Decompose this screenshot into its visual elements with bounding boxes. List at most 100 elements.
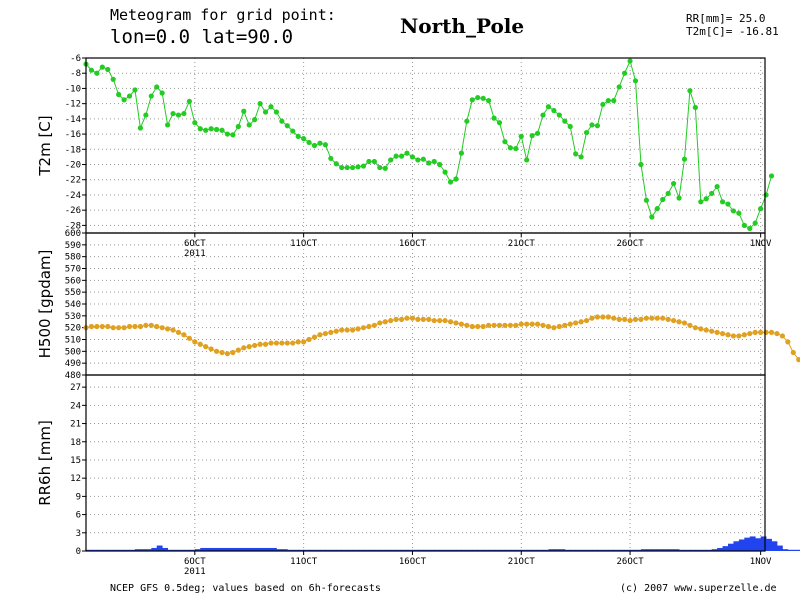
t2m-point [524, 157, 530, 163]
precip-bar [91, 549, 98, 551]
h500-point [747, 330, 753, 337]
h500-point [110, 325, 116, 331]
precip-bar [129, 549, 136, 551]
t2m-point [105, 66, 111, 73]
precip-bar [515, 549, 522, 551]
precip-bar [243, 547, 250, 551]
h500-point [366, 323, 372, 330]
precip-bar [668, 549, 674, 551]
t2m-point [736, 210, 742, 216]
precip-bar [189, 549, 196, 551]
t2m-point [349, 164, 356, 171]
h500-point [404, 315, 410, 321]
precip-bar [477, 549, 484, 551]
y-tick-label: -16 [65, 130, 81, 140]
h500-point [507, 322, 513, 328]
panel-frame [85, 374, 766, 552]
precip-bar [684, 549, 691, 551]
h500-point [529, 321, 535, 327]
t2m-point [110, 76, 116, 82]
h500-point [415, 316, 421, 322]
h500-point [556, 323, 562, 330]
h500-point [116, 325, 122, 331]
y-tick-label: 27 [70, 383, 81, 393]
t2m-point [573, 151, 579, 157]
t2m-point [165, 122, 171, 128]
t2m-point [540, 112, 546, 118]
h500-point [442, 317, 448, 324]
precip-bar [401, 549, 408, 551]
h500-point [464, 322, 470, 328]
h500-point [790, 349, 796, 356]
t2m-point [763, 192, 769, 198]
t2m-point [230, 132, 236, 138]
precip-bar [630, 549, 636, 551]
t2m-point [404, 150, 410, 156]
precip-bar [134, 549, 141, 551]
h500-point [469, 323, 475, 330]
precip-bar [787, 549, 794, 551]
h500-point [306, 336, 312, 343]
precip-bar [412, 549, 419, 551]
h500-series-line [85, 316, 800, 361]
precip-bar [564, 549, 571, 551]
t2m-point [121, 97, 127, 103]
y-tick-label: -26 [65, 206, 81, 216]
h500-point [785, 339, 791, 345]
t2m-point [594, 123, 601, 129]
t2m-point [545, 104, 552, 110]
precip-bar [162, 547, 169, 551]
precip-bar [379, 549, 386, 551]
precip-bar [461, 549, 468, 551]
t2m-point [556, 112, 562, 118]
precip-bar [521, 549, 528, 551]
t2m-point [698, 199, 704, 205]
x-tick-label: 6OCT [184, 239, 206, 249]
t2m-point [339, 164, 345, 171]
h500-point [741, 332, 747, 338]
precip-bar [325, 549, 332, 551]
precip-bar [347, 549, 353, 551]
t2m-point [241, 108, 247, 114]
h500-point [649, 315, 655, 321]
x-tick-label: 11OCT [290, 239, 318, 249]
h500-point [257, 341, 263, 347]
precip-bar [695, 549, 702, 551]
h500-point [616, 316, 622, 322]
y-tick-label: 480 [65, 371, 81, 381]
precip-bar [216, 547, 223, 551]
t2m-point [534, 130, 541, 136]
x-tick-label: 21OCT [508, 239, 536, 249]
t2m-point [262, 109, 269, 115]
precip-bar [602, 549, 609, 551]
y-tick-label: -28 [65, 221, 81, 231]
precip-bar [760, 536, 767, 551]
t2m-point [447, 179, 454, 185]
t2m-point [268, 104, 274, 110]
x-tick-label: 16OCT [399, 239, 427, 249]
h500-point [594, 314, 601, 320]
t2m-point [143, 112, 149, 118]
t2m-point [371, 158, 377, 165]
t2m-point [567, 123, 573, 130]
precip-bar [407, 549, 413, 551]
t2m-point [496, 120, 503, 126]
h500-point [105, 323, 111, 330]
t2m-point [116, 91, 122, 98]
t2m-point [643, 197, 649, 203]
y-tick-label: 540 [65, 300, 81, 310]
t2m-point [752, 220, 758, 226]
t2m-point [665, 190, 671, 197]
h500-point [290, 340, 296, 346]
precip-bar [755, 538, 762, 551]
precip-bar [183, 549, 190, 551]
h500-point [453, 320, 459, 326]
h500-point [165, 326, 171, 332]
t2m-point [638, 161, 644, 168]
footer-copyright: (c) 2007 www.superzelle.de [620, 583, 777, 594]
t2m-point [409, 154, 416, 160]
h500-point [121, 325, 127, 331]
h500-point [192, 339, 198, 345]
y-axis-label: H500 [gpdam] [36, 250, 54, 359]
precip-bar [341, 549, 348, 551]
